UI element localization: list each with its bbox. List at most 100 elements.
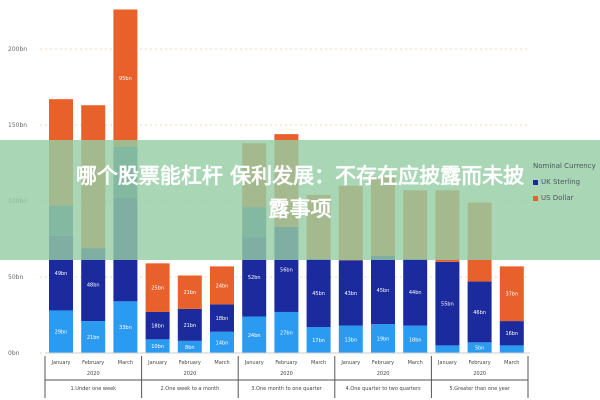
data-label: 95bn [119,76,132,82]
bar-segment [403,325,428,353]
data-label: 17bn [312,338,325,344]
group-label: 2.One week to a month [161,386,220,392]
data-label: 14bn [216,340,229,346]
data-label: 45bn [377,288,390,294]
data-label: 10bn [151,344,164,350]
data-label: 18bn [409,337,422,343]
data-label: 27bn [280,330,293,336]
data-label: 5bn [475,346,485,352]
data-label: 33bn [119,325,132,331]
legend-label: US Dollar [541,194,574,202]
x-tick-label: February [372,360,394,366]
banner-headline[interactable]: 哪个股票能杠杆 保利发展：不存在应披露而未披 露事项 [0,160,600,226]
x-tick-label: February [82,360,104,366]
data-label: 37bn [505,292,518,298]
y-tick-label: 150bn [8,122,27,129]
bar-segment [467,342,492,353]
x-tick-label: March [118,360,133,366]
group-label: 5.Greater than one year [449,386,510,392]
year-label: 2020 [280,371,293,377]
bar-segment [499,321,524,346]
x-tick-label: March [408,360,423,366]
data-label: 52bn [248,275,261,281]
x-tick-label: February [179,360,201,366]
y-tick-label: 200bn [8,46,27,53]
bar-segment [403,258,428,326]
bar-segment [499,345,524,353]
legend-item-us-dollar: US Dollar [533,194,596,202]
data-label: 8bn [185,345,195,351]
bar-segment [306,258,331,328]
bar-segment [338,260,363,326]
data-label: 19bn [377,337,390,343]
bar-segment [81,321,106,353]
legend-title: Nominal Currency [533,162,596,170]
banner-line-2: 露事项 [268,197,332,221]
group-label: 3.One month to one quarter [251,386,322,392]
bar-segment [49,310,73,353]
data-label: 56bn [280,267,293,273]
data-label: 43bn [344,291,357,297]
x-tick-label: January [51,360,71,366]
x-tick-label: January [147,360,167,366]
x-tick-label: February [275,360,297,366]
x-tick-label: January [340,360,360,366]
group-label: 4.One quarter to two quarters [346,386,422,392]
data-label: 45bn [312,291,325,297]
bar-segment [113,9,138,147]
bar-segment [306,327,331,353]
bar-segment [435,261,460,346]
x-tick-label: February [469,360,491,366]
x-tick-label: March [311,360,326,366]
overlay-banner [0,140,600,260]
x-tick-label: March [504,360,519,366]
bar-segment [177,340,202,353]
year-label: 2020 [377,371,390,377]
bar-segment [242,316,267,353]
bar-segment [177,275,202,309]
legend-swatch [533,179,538,185]
bar-segment [81,248,106,322]
bar-segment [371,255,395,325]
legend-label: UK Sterling [541,178,581,186]
group-label: 1.Under one week [71,386,117,392]
x-tick-label: March [214,360,229,366]
bar-segment [338,325,363,353]
bar-segment [274,311,299,353]
data-label: 49bn [55,271,68,277]
banner-line-1: 哪个股票能杠杆 保利发展：不存在应披露而未披 [75,164,525,188]
data-label: 46bn [473,310,486,316]
bar-segment [210,304,234,332]
data-label: 18bn [151,324,164,330]
data-label: 29bn [55,330,68,336]
legend: Nominal Currency UK Sterling US Dollar [533,162,596,210]
data-label: 24bn [248,333,261,339]
bar-segment [435,345,460,353]
data-label: 16bn [505,331,518,337]
bar-segment [210,331,234,353]
x-tick-label: January [244,360,264,366]
bar-segment [210,266,234,305]
data-label: 24bn [216,283,229,289]
bar-segment [145,311,170,340]
data-label: 21bn [183,290,196,296]
data-label: 13bn [344,337,357,343]
bar-segment [113,301,138,353]
bar-segment [499,266,524,322]
data-label: 18bn [216,316,229,322]
data-label: 48bn [87,283,100,289]
bar-segment [145,339,170,353]
data-label: 44bn [409,290,422,296]
y-tick-label: 50bn [8,274,23,281]
y-tick-label: 0bn [8,350,20,357]
bar-segment [177,308,202,341]
data-label: 25bn [151,286,164,292]
bar-segment [467,281,492,343]
data-label: 21bn [87,335,100,341]
bar-segment [371,324,395,353]
legend-swatch [533,195,538,201]
data-label: 55bn [441,302,454,308]
year-label: 2020 [184,371,197,377]
legend-item-uk-sterling: UK Sterling [533,178,596,186]
year-label: 2020 [87,371,100,377]
